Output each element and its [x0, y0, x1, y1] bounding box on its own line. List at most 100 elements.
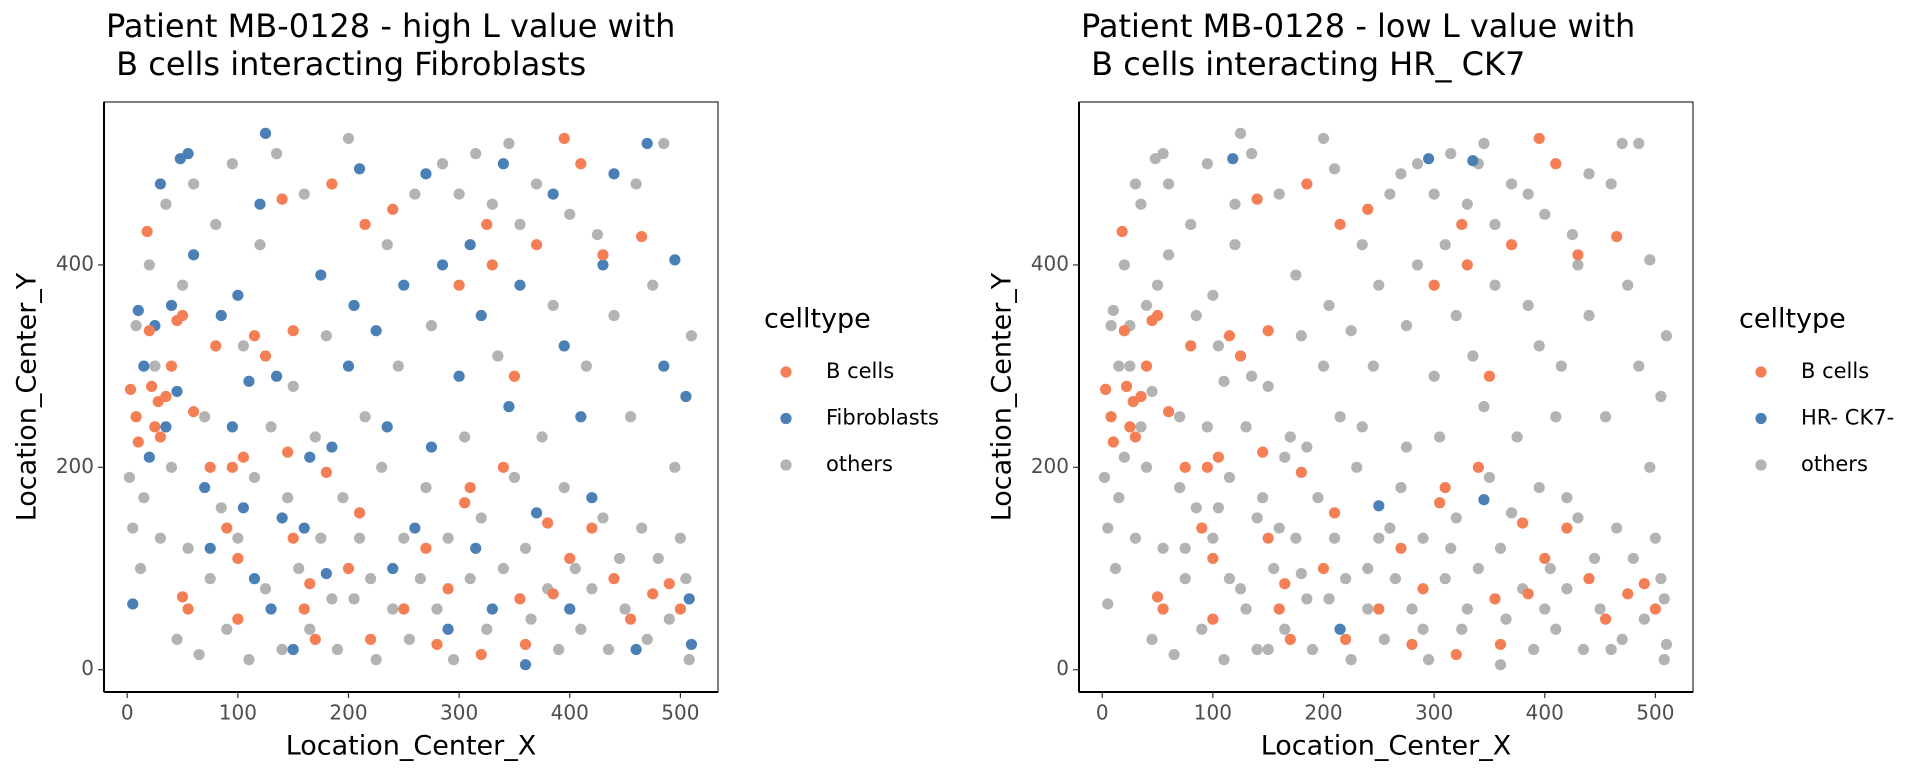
point — [1262, 643, 1274, 656]
point — [1212, 451, 1224, 463]
point — [259, 127, 272, 139]
point — [1105, 320, 1117, 332]
point — [470, 148, 482, 160]
point — [124, 383, 137, 396]
point — [414, 573, 427, 585]
point — [1301, 178, 1313, 190]
point — [497, 461, 509, 473]
point — [1422, 654, 1435, 666]
point — [519, 659, 532, 671]
point — [370, 325, 382, 337]
point — [1583, 309, 1595, 322]
point — [1124, 360, 1136, 372]
point — [503, 401, 515, 413]
point — [683, 593, 695, 605]
point — [1505, 507, 1518, 519]
point — [403, 633, 415, 645]
point — [530, 239, 543, 251]
point — [287, 532, 299, 544]
point — [287, 380, 299, 392]
point — [464, 573, 476, 585]
point — [1262, 380, 1274, 392]
point — [132, 304, 144, 317]
point — [685, 330, 698, 342]
point — [1273, 603, 1285, 615]
point — [1522, 588, 1534, 600]
point — [1622, 588, 1634, 600]
y-tick-label: 400 — [1031, 251, 1069, 275]
point — [243, 654, 255, 666]
point — [237, 340, 249, 352]
point — [320, 567, 332, 580]
point — [1223, 330, 1236, 342]
point — [1334, 411, 1346, 423]
point — [1655, 390, 1667, 403]
point — [381, 239, 393, 251]
point — [1583, 573, 1595, 585]
point — [1356, 421, 1368, 433]
point — [154, 431, 167, 443]
point — [1223, 471, 1236, 484]
point — [685, 638, 698, 651]
point — [1328, 163, 1341, 175]
point — [215, 502, 227, 514]
x-tick-label: 400 — [1526, 701, 1564, 725]
point — [420, 542, 432, 554]
x-axis-title: Location_Center_X — [1261, 731, 1512, 762]
point — [298, 522, 310, 534]
point — [1151, 591, 1164, 603]
point — [1400, 441, 1413, 453]
point — [398, 603, 410, 615]
point — [1118, 451, 1130, 463]
legend-key — [780, 366, 792, 378]
chart-title: Patient MB-0128 - low L value with — [1081, 7, 1635, 45]
point — [138, 360, 150, 372]
point — [1600, 613, 1612, 625]
legend-key — [780, 412, 792, 425]
point — [143, 451, 155, 463]
point — [1461, 603, 1473, 615]
point — [176, 309, 189, 322]
point — [1577, 643, 1590, 656]
point — [1439, 481, 1451, 494]
point — [315, 269, 327, 281]
point — [525, 613, 537, 625]
point — [1533, 132, 1545, 145]
point — [1638, 578, 1650, 590]
point — [608, 309, 620, 322]
point — [453, 370, 465, 382]
point — [475, 512, 487, 524]
point — [309, 633, 321, 645]
point — [221, 522, 233, 534]
point — [1483, 471, 1496, 484]
point — [1649, 603, 1661, 615]
point — [1660, 330, 1673, 342]
point — [1207, 532, 1219, 544]
point — [304, 623, 316, 635]
y-tick-label: 0 — [81, 656, 94, 680]
point — [1135, 390, 1147, 403]
point — [536, 431, 548, 443]
point — [342, 562, 355, 575]
point — [138, 492, 150, 504]
point — [1124, 421, 1136, 433]
point — [1317, 360, 1330, 372]
point — [663, 578, 675, 590]
point — [453, 188, 465, 200]
point — [1384, 188, 1396, 200]
legend-label: HR- CK7- — [1801, 406, 1894, 430]
point — [353, 532, 366, 544]
point — [1201, 158, 1213, 170]
point — [1450, 648, 1462, 661]
point — [210, 340, 222, 352]
point — [486, 603, 498, 615]
point — [619, 603, 631, 615]
point — [398, 279, 410, 291]
point — [1572, 249, 1584, 261]
point — [1660, 638, 1673, 651]
point — [442, 532, 454, 544]
point — [376, 461, 388, 473]
point — [1395, 542, 1407, 554]
legend-title: celltype — [764, 304, 871, 335]
point — [154, 532, 167, 544]
